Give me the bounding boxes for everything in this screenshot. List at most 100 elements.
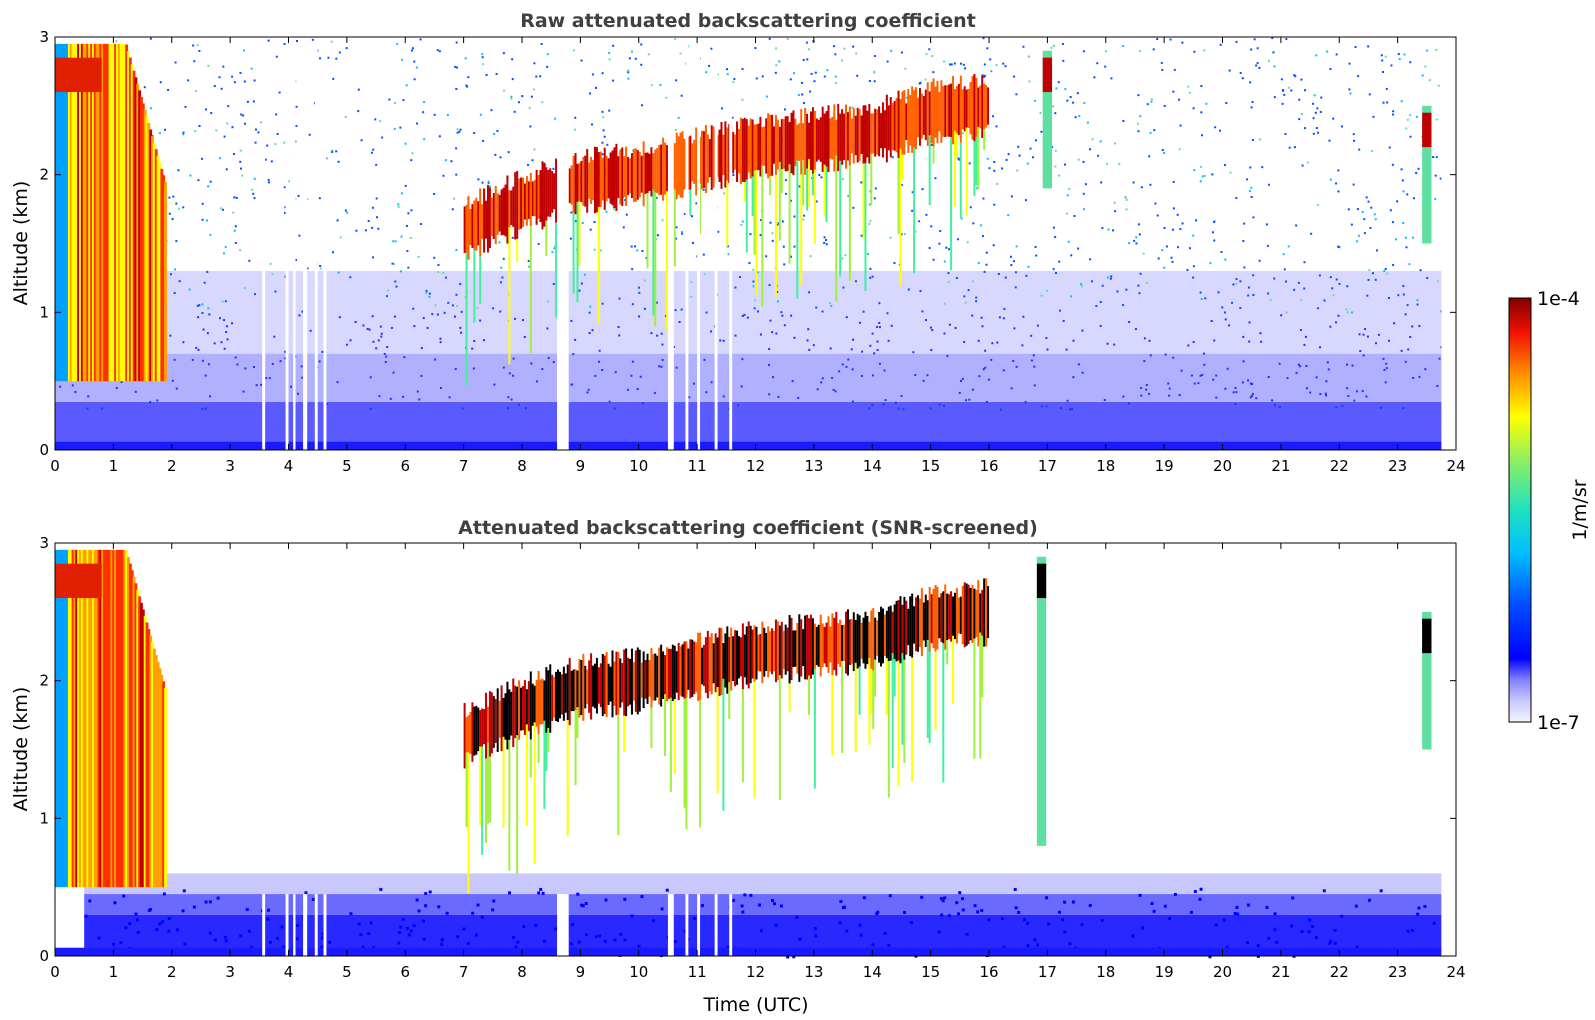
noise-speckle <box>1248 340 1251 343</box>
x-tick-label: 9 <box>576 457 586 475</box>
cloud-mark <box>689 639 692 699</box>
noise-speckle <box>813 80 816 83</box>
aerosol-speckle <box>798 937 802 941</box>
virga-mark <box>891 653 894 769</box>
noise-speckle <box>1103 398 1106 401</box>
noise-speckle <box>239 160 242 163</box>
noise-speckle <box>918 82 921 85</box>
virga-mark <box>479 256 482 304</box>
noise-speckle <box>1156 214 1159 217</box>
boundary-layer-column <box>116 549 119 888</box>
noise-speckle <box>1088 148 1091 151</box>
noise-speckle <box>436 49 439 52</box>
noise-speckle <box>1385 367 1388 370</box>
noise-speckle <box>336 381 339 384</box>
panel-raw-title: Raw attenuated backscattering coefficien… <box>520 10 976 32</box>
noise-speckle <box>528 265 531 268</box>
noise-speckle <box>1096 62 1099 65</box>
noise-speckle <box>741 98 744 101</box>
noise-speckle <box>985 400 988 403</box>
noise-speckle <box>852 206 855 209</box>
aerosol-speckle <box>1267 936 1271 940</box>
noise-speckle <box>552 167 555 170</box>
noise-speckle <box>1066 194 1069 197</box>
noise-speckle <box>873 55 876 58</box>
cloud-mark <box>486 706 489 743</box>
noise-speckle <box>1247 294 1250 297</box>
noise-speckle <box>1025 274 1028 277</box>
noise-speckle <box>871 374 874 377</box>
noise-speckle <box>1379 406 1382 409</box>
noise-speckle <box>823 241 826 244</box>
aerosol-speckle <box>749 893 753 897</box>
noise-speckle <box>306 267 309 270</box>
cloud-mark <box>570 670 573 712</box>
noise-speckle <box>502 366 505 369</box>
noise-speckle <box>250 67 253 70</box>
noise-speckle <box>506 407 509 410</box>
noise-speckle <box>1235 282 1238 285</box>
cloud-mark <box>613 661 616 706</box>
noise-speckle <box>760 219 763 222</box>
noise-speckle <box>101 407 104 410</box>
noise-speckle <box>1298 118 1301 121</box>
noise-speckle <box>193 60 196 63</box>
noise-speckle <box>1010 195 1013 198</box>
noise-speckle <box>798 185 801 188</box>
cloud-mark <box>471 702 474 762</box>
cloud-mark <box>763 627 766 677</box>
noise-speckle <box>467 76 470 79</box>
noise-speckle <box>1163 266 1166 269</box>
noise-speckle <box>954 326 957 329</box>
noise-speckle <box>423 138 426 141</box>
cloud-mark <box>722 643 725 679</box>
aerosol-speckle <box>349 912 353 916</box>
cloud-mark <box>953 592 956 640</box>
noise-speckle <box>418 398 421 401</box>
noise-speckle <box>816 388 819 391</box>
aerosol-speckle <box>424 904 428 908</box>
cloud-mark <box>634 650 637 712</box>
noise-speckle <box>891 156 894 159</box>
cloud-mark <box>693 641 696 695</box>
noise-speckle <box>1203 363 1206 366</box>
noise-speckle <box>786 37 789 40</box>
noise-speckle <box>999 408 1002 411</box>
cloud-mark <box>809 111 812 170</box>
aerosol-speckle <box>1423 904 1427 908</box>
noise-speckle <box>455 147 458 150</box>
noise-speckle <box>404 184 407 187</box>
noise-speckle <box>1406 304 1409 307</box>
noise-speckle <box>1382 357 1385 360</box>
noise-speckle <box>204 407 207 410</box>
virga-mark <box>928 651 931 744</box>
noise-speckle <box>215 129 218 132</box>
boundary-layer-column <box>130 64 134 382</box>
cloud-mark <box>887 105 890 151</box>
noise-speckle <box>187 79 190 82</box>
noise-speckle <box>374 118 377 121</box>
noise-speckle <box>1116 290 1119 293</box>
cloud-mark <box>771 628 774 675</box>
noise-speckle <box>1285 38 1288 41</box>
noise-speckle <box>1397 294 1400 297</box>
cloud-mark <box>887 606 890 662</box>
cloud-mark <box>736 121 739 182</box>
noise-speckle <box>869 219 872 222</box>
cloud-mark <box>463 702 466 769</box>
boundary-layer-column <box>151 642 154 888</box>
cloud-mark <box>599 151 602 207</box>
cloud-mark <box>683 138 686 190</box>
noise-speckle <box>447 301 450 304</box>
noise-speckle <box>960 217 963 220</box>
noise-speckle <box>1026 162 1029 165</box>
noise-speckle <box>1362 354 1365 357</box>
noise-speckle <box>661 358 664 361</box>
virga-mark <box>952 635 955 704</box>
noise-speckle <box>1303 261 1306 264</box>
noise-speckle <box>1337 314 1340 317</box>
noise-speckle <box>533 148 536 151</box>
noise-speckle <box>1134 328 1137 331</box>
boundary-layer-column <box>79 549 82 888</box>
